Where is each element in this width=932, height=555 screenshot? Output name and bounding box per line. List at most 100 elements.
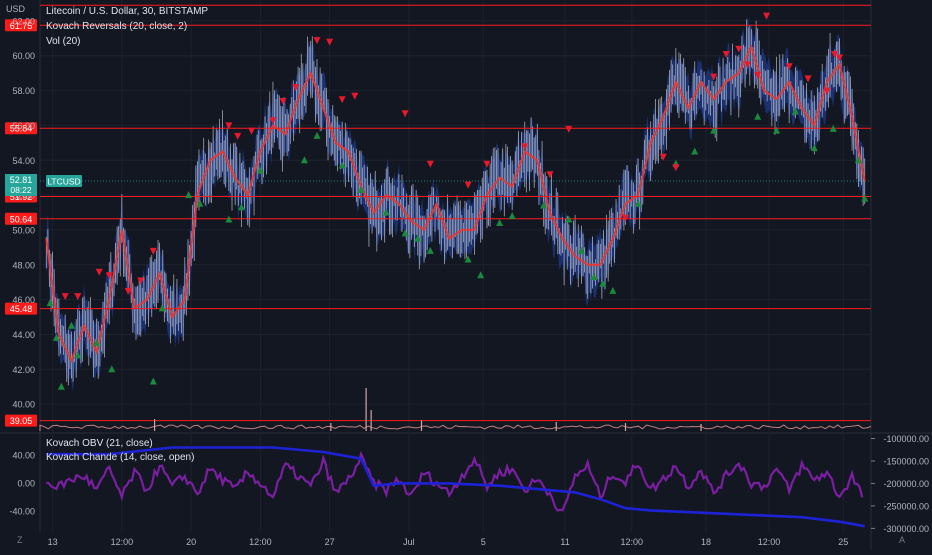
reversal-up-arrow bbox=[496, 218, 504, 226]
y-tick-label: 60.00 bbox=[12, 51, 35, 61]
reversal-down-arrow bbox=[426, 160, 434, 168]
level-badge bbox=[5, 414, 37, 427]
reversal-down-arrow bbox=[804, 75, 812, 83]
x-tick-label: 13 bbox=[48, 537, 58, 547]
x-tick-label: Jul bbox=[403, 537, 415, 547]
sub-right-tick-label: -100000.00 bbox=[883, 434, 929, 444]
reversal-down-arrow bbox=[735, 45, 743, 53]
reversal-down-arrow bbox=[351, 92, 359, 100]
reversal-up-arrow bbox=[577, 246, 585, 254]
reversal-down-arrow bbox=[830, 51, 838, 58]
reversal-up-arrow bbox=[791, 107, 799, 115]
reversal-down-arrow bbox=[326, 38, 334, 46]
reversal-down-arrow bbox=[149, 247, 157, 255]
reversal-up-arrow bbox=[382, 208, 390, 216]
y-tick-label: 50.00 bbox=[12, 225, 35, 235]
indicator-obv-label[interactable]: Kovach OBV (21, close) bbox=[46, 438, 153, 449]
reversal-down-arrow bbox=[785, 63, 793, 71]
reversal-up-arrow bbox=[237, 203, 245, 211]
y-tick-label: 42.00 bbox=[12, 365, 35, 375]
level-label: 51.92 bbox=[10, 192, 33, 202]
level-badge bbox=[5, 122, 37, 135]
reversal-down-arrow bbox=[292, 84, 300, 92]
timezone-button[interactable]: Z bbox=[17, 535, 23, 545]
reversal-up-arrow bbox=[357, 185, 365, 193]
reversal-down-arrow bbox=[659, 153, 667, 161]
reversal-down-arrow bbox=[744, 61, 752, 69]
sub-left-tick-label: 40.00 bbox=[12, 451, 35, 461]
currency-label: USD bbox=[6, 4, 26, 14]
x-tick-label: 12:00 bbox=[111, 537, 134, 547]
x-tick-label: 12:00 bbox=[621, 537, 644, 547]
level-badge bbox=[5, 302, 37, 315]
last-price-badge bbox=[5, 173, 37, 196]
reversal-down-arrow bbox=[61, 293, 69, 301]
reversal-up-arrow bbox=[74, 351, 82, 359]
y-tick-label: 44.00 bbox=[12, 330, 35, 340]
reversal-down-arrow bbox=[137, 277, 145, 285]
level-badge bbox=[5, 19, 37, 32]
reversal-down-arrow bbox=[565, 125, 573, 133]
reversal-up-arrow bbox=[158, 304, 166, 312]
x-tick-label: 20 bbox=[186, 537, 196, 547]
reversal-down-arrow bbox=[338, 96, 346, 104]
reversal-down-arrow bbox=[836, 54, 844, 62]
reversal-up-arrow bbox=[313, 131, 321, 139]
reversal-down-arrow bbox=[234, 132, 242, 140]
auto-scale-button[interactable]: A bbox=[899, 535, 906, 545]
sub-right-tick-label: -250000.00 bbox=[883, 501, 929, 511]
obv-line bbox=[46, 446, 865, 528]
reversal-down-arrow bbox=[823, 87, 831, 95]
reversal-up-arrow bbox=[710, 126, 718, 134]
reversal-up-arrow bbox=[861, 194, 869, 202]
x-tick-label: 12:00 bbox=[758, 537, 781, 547]
reversal-up-arrow bbox=[590, 272, 598, 280]
indicator-reversals-label[interactable]: Kovach Reversals (20, close, 2) bbox=[46, 21, 188, 32]
reversal-up-arrow bbox=[52, 333, 60, 341]
reversal-down-arrow bbox=[124, 287, 132, 295]
reversal-up-arrow bbox=[810, 144, 818, 152]
reversal-down-arrow bbox=[483, 160, 491, 168]
reversal-down-arrow bbox=[401, 110, 409, 118]
y-tick-label: 40.00 bbox=[12, 400, 35, 410]
level-label: 55.84 bbox=[10, 124, 33, 134]
reversal-up-arrow bbox=[93, 339, 101, 347]
reversal-up-arrow bbox=[67, 321, 75, 329]
reversal-down-arrow bbox=[754, 71, 762, 79]
reversal-down-arrow bbox=[248, 127, 256, 135]
reversal-down-arrow bbox=[521, 143, 529, 151]
reversal-down-arrow bbox=[722, 51, 730, 58]
symbol-title[interactable]: Litecoin / U.S. Dollar, 30, BITSTAMP bbox=[46, 6, 209, 17]
indicator-chande-label[interactable]: Kovach Chande (14, close, open) bbox=[46, 452, 195, 463]
reversal-up-arrow bbox=[57, 382, 65, 390]
y-tick-label: 58.00 bbox=[12, 86, 35, 96]
ticker-badge bbox=[46, 174, 82, 187]
reversal-up-arrow bbox=[634, 199, 642, 207]
indicator-volume-label[interactable]: Vol (20) bbox=[46, 36, 81, 47]
reversal-down-arrow bbox=[279, 98, 287, 106]
level-label: 39.05 bbox=[10, 416, 33, 426]
sub-left-tick-label: 0.00 bbox=[17, 479, 35, 489]
reversal-up-arrow bbox=[338, 161, 346, 169]
y-tick-label: 62.00 bbox=[12, 16, 35, 26]
last-price-label: 52.81 bbox=[10, 175, 33, 185]
y-tick-label: 46.00 bbox=[12, 295, 35, 305]
chande-line bbox=[46, 450, 864, 512]
reversal-up-arrow bbox=[773, 126, 781, 134]
reversal-down-arrow bbox=[546, 171, 554, 179]
reversal-up-arrow bbox=[414, 234, 422, 242]
reversal-up-arrow bbox=[464, 255, 472, 263]
reversal-up-arrow bbox=[829, 124, 837, 132]
reversal-down-arrow bbox=[74, 293, 82, 301]
reversal-up-arrow bbox=[300, 156, 308, 164]
reversal-up-arrow bbox=[196, 199, 204, 207]
reversal-up-arrow bbox=[46, 299, 54, 307]
reversal-up-arrow bbox=[185, 191, 193, 199]
sub-right-tick-label: -200000.00 bbox=[883, 479, 929, 489]
reversal-down-arrow bbox=[95, 268, 103, 276]
reversal-up-arrow bbox=[691, 147, 699, 155]
reversal-up-arrow bbox=[599, 279, 607, 287]
reversal-down-arrow bbox=[762, 12, 770, 20]
